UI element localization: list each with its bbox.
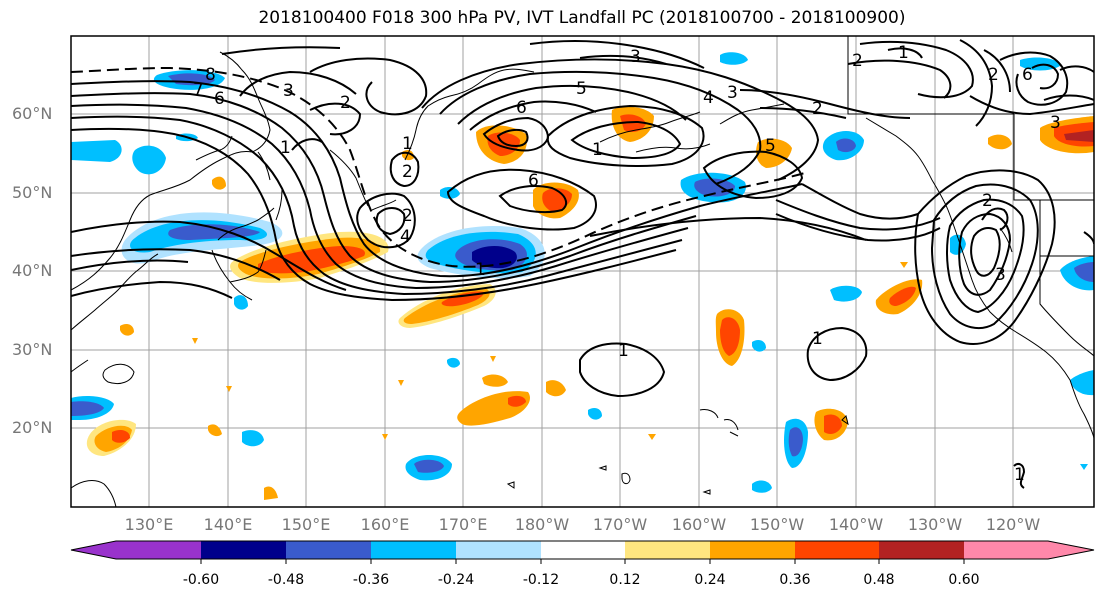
lat-label-20n: 20°N	[12, 418, 53, 437]
contour-label: 4	[400, 227, 411, 247]
colorbar-tick-label: 0.48	[863, 572, 895, 588]
contour-label: 6	[528, 171, 539, 191]
colorbar-extend-low	[71, 541, 116, 559]
contour-label: 3	[283, 81, 294, 101]
lat-label-30n: 30°N	[12, 340, 53, 359]
contour-label: 1	[812, 329, 823, 349]
contour-label: 2	[402, 206, 413, 226]
lon-label-150e: 150°E	[281, 515, 331, 534]
contour-labels: 8 7 6 3 2 1 1 2 3 6 5 4 3 2 1 2 6 5 4 2 …	[193, 43, 1061, 485]
colorbar-swatch	[964, 541, 1049, 559]
colorbar-tick-label: -0.60	[182, 572, 220, 588]
colorbar-tick-label: -0.24	[437, 572, 475, 588]
contour-label: 1	[592, 140, 603, 160]
contour-label: 3	[995, 265, 1006, 285]
lon-label-140w: 140°W	[828, 515, 884, 534]
colorbar-tick-label: -0.48	[267, 572, 305, 588]
contour-label: 2	[812, 99, 823, 119]
map-plot-area: 8 7 6 3 2 1 1 2 3 6 5 4 3 2 1 2 6 5 4 2 …	[71, 36, 1094, 507]
contour-label: 2	[988, 65, 999, 85]
colorbar-swatch	[286, 541, 372, 559]
contour-label: 1	[1014, 465, 1025, 485]
colorbar-swatch	[371, 541, 457, 559]
lon-label-140e: 140°E	[203, 515, 253, 534]
lat-label-50n: 50°N	[12, 183, 53, 202]
lon-label-130e: 130°E	[124, 515, 174, 534]
colorbar-tick-label: 0.60	[948, 572, 980, 588]
contour-label: 1	[898, 43, 909, 63]
contour-label: 4	[703, 88, 714, 108]
colorbar-tick-label: 0.24	[694, 572, 726, 588]
lon-label-170w: 170°W	[592, 515, 648, 534]
lat-label-40n: 40°N	[12, 261, 53, 280]
colorbar-swatch	[116, 541, 202, 559]
lon-label-150w: 150°W	[749, 515, 805, 534]
contour-label: 7	[193, 80, 204, 100]
contour-label: 2	[402, 162, 413, 182]
colorbar-swatch	[456, 541, 542, 559]
lon-label-120w: 120°W	[985, 515, 1041, 534]
colorbar-swatch	[879, 541, 965, 559]
contour-label: 6	[516, 98, 527, 118]
contour-label: 5	[576, 79, 587, 99]
contour-label: 1	[618, 341, 629, 361]
pv-anomaly-fills	[71, 52, 1094, 500]
contour-label: 6	[214, 89, 225, 109]
colorbar-extend-high	[1048, 541, 1094, 559]
lon-label-160e: 160°E	[360, 515, 410, 534]
colorbar-tick-label: -0.12	[522, 572, 560, 588]
lat-label-60n: 60°N	[12, 104, 53, 123]
contour-label: 3	[630, 47, 641, 67]
pv-contours	[71, 39, 1094, 489]
contour-label: 1	[475, 260, 486, 280]
contour-label: 2	[852, 51, 863, 71]
contour-label: 2	[340, 93, 351, 113]
map-frame	[70, 35, 1095, 508]
colorbar-swatch	[795, 541, 881, 559]
contour-label: 6	[1022, 65, 1033, 85]
contour-label: 1	[402, 134, 413, 154]
contour-label: 2	[982, 191, 993, 211]
contour-label: 1	[280, 138, 291, 158]
colorbar-tick-label: -0.36	[352, 572, 390, 588]
colorbar-swatch	[710, 541, 796, 559]
colorbar-outline	[70, 540, 1095, 560]
colorbar-swatch	[541, 541, 627, 559]
contour-label: 8	[205, 65, 216, 85]
colorbar-tick-label: 0.12	[609, 572, 641, 588]
lon-label-130w: 130°W	[907, 515, 963, 534]
gridlines	[71, 36, 1094, 507]
colorbar-swatch	[201, 541, 287, 559]
lon-label-160w: 160°W	[671, 515, 727, 534]
contour-label: 3	[727, 83, 738, 103]
contour-label: 5	[765, 136, 776, 156]
colorbar-swatch	[625, 541, 711, 559]
colorbar-tick-label: 0.36	[779, 572, 811, 588]
colorbar	[70, 540, 1095, 564]
map-title: 2018100400 F018 300 hPa PV, IVT Landfall…	[258, 8, 906, 28]
lon-label-170e: 170°E	[438, 515, 488, 534]
contour-label: 3	[1050, 113, 1061, 133]
lon-label-180w: 180°W	[514, 515, 570, 534]
